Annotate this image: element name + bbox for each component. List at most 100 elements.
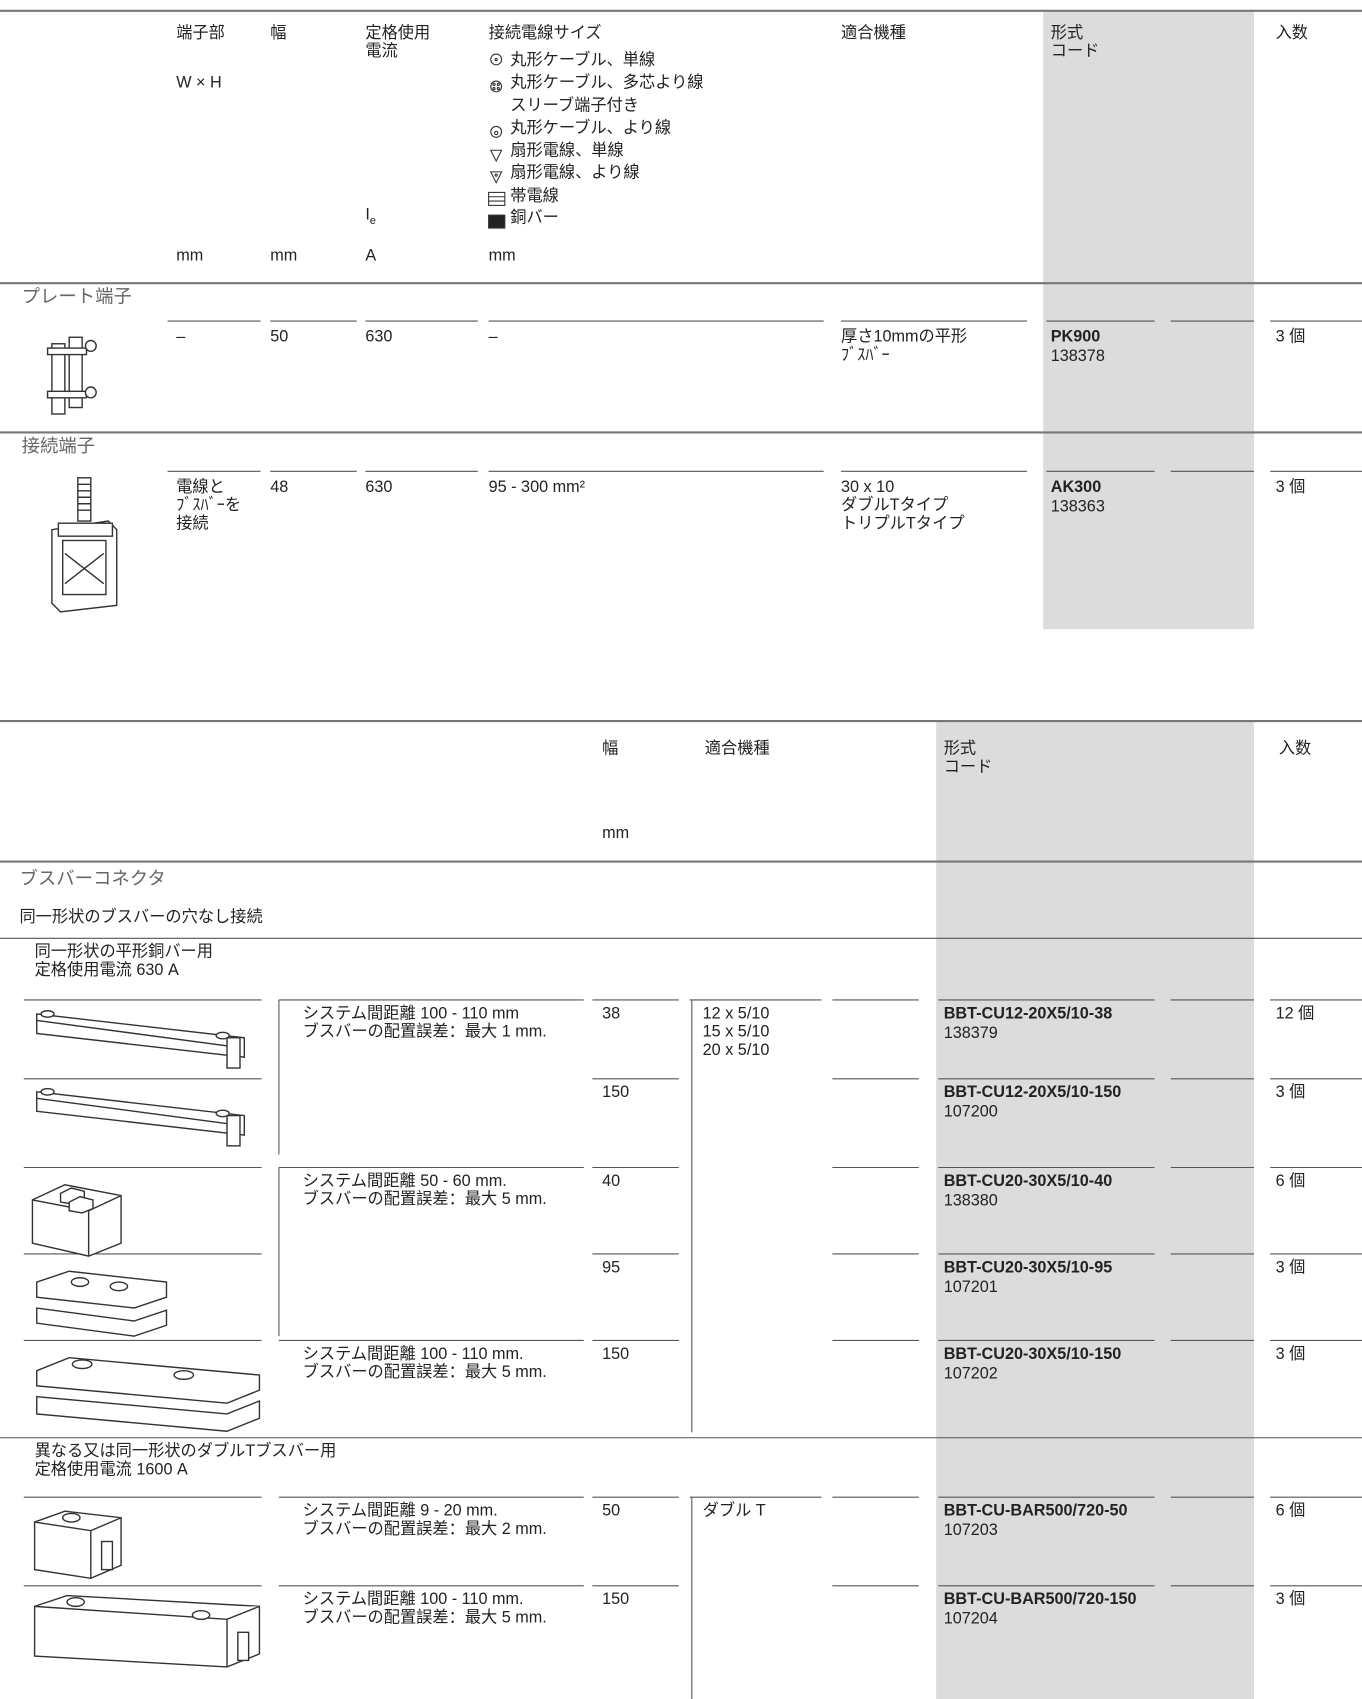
type: BBT-CU-BAR500/720-150 <box>943 1590 1137 1609</box>
group-heading: 同一形状の平形銅バー用 定格使用電流 630 A <box>34 942 213 980</box>
article-code: 107204 <box>943 1609 998 1628</box>
column-header: 接続電線サイズ <box>488 23 602 43</box>
column-header: 幅 <box>602 739 619 758</box>
width: 150 <box>602 1083 630 1102</box>
column-header: 入数 <box>1278 739 1312 758</box>
section-title: 接続端子 <box>21 435 96 457</box>
type: BBT-CU-BAR500/720-50 <box>943 1501 1128 1520</box>
width: 40 <box>602 1171 621 1191</box>
rated-current: 630 <box>365 477 393 497</box>
busbar-connector-150-image <box>36 1087 246 1147</box>
quantity: 3 個 <box>1275 1344 1306 1364</box>
column-unit: A <box>365 246 377 265</box>
compatible-models: 30 x 10 ダブルTタイプ トリプルTタイプ <box>841 477 965 533</box>
busbar-connector-95-image <box>36 1270 168 1337</box>
rated-current-symbol: Ie <box>365 205 376 230</box>
quantity: 3 個 <box>1275 1083 1306 1102</box>
column-header: 形式 コード <box>943 739 993 777</box>
article-code: 138379 <box>943 1023 998 1043</box>
wire-legend-item: 扇形電線、単線 <box>510 141 624 160</box>
column-header: 適合機種 <box>841 23 906 43</box>
article-code: 138378 <box>1050 347 1105 366</box>
article-code: 107203 <box>943 1520 998 1540</box>
wire-legend-item: 丸形ケーブル、より線 <box>510 118 672 138</box>
wire-size: – <box>488 327 498 346</box>
width: 48 <box>270 477 289 497</box>
group-heading: 異なる又は同一形状のダブルTブスバー用 定格使用電流 1600 A <box>34 1442 337 1479</box>
article-code: 138363 <box>1050 497 1105 516</box>
width: 95 <box>602 1258 621 1277</box>
column-unit: mm <box>176 246 204 265</box>
busbar-connector-38-image <box>36 1010 246 1069</box>
quantity: 3 個 <box>1275 477 1306 497</box>
description: システム間距離 50 - 60 mm. ブスバーの配置誤差：最大 5 mm. <box>302 1171 547 1209</box>
rated-current: 630 <box>365 327 393 346</box>
connection-terminal-image <box>51 477 118 613</box>
column-unit: mm <box>488 246 516 265</box>
type: BBT-CU20-30X5/10-150 <box>943 1344 1122 1364</box>
symbol: I <box>365 205 370 224</box>
description: システム間距離 100 - 110 mm. ブスバーの配置誤差：最大 5 mm. <box>302 1590 547 1627</box>
width: 50 <box>270 327 289 346</box>
column-unit: mm <box>602 823 630 843</box>
width: 150 <box>602 1590 630 1609</box>
quantity: 3 個 <box>1275 1258 1306 1277</box>
type: AK300 <box>1050 477 1102 497</box>
busbar-connector-40-image <box>31 1184 122 1257</box>
plate-terminal-image <box>46 336 97 415</box>
double-t-connector-150-image <box>33 1594 261 1668</box>
column-subheader: W × H <box>176 73 222 92</box>
width: 50 <box>602 1501 621 1520</box>
wire-size: 95 - 300 mm² <box>488 477 586 497</box>
quantity: 3 個 <box>1275 327 1306 346</box>
column-header: 定格使用 電流 <box>365 23 431 61</box>
quantity: 12 個 <box>1275 1004 1315 1023</box>
terminal-size: – <box>176 327 186 346</box>
wire-legend-item: 丸形ケーブル、多芯より線 スリーブ端子付き <box>510 73 704 115</box>
type-column-shade <box>1043 10 1254 630</box>
quantity: 3 個 <box>1275 1590 1306 1609</box>
type-column-shade <box>936 721 1254 1699</box>
description: システム間距離 9 - 20 mm. ブスバーの配置誤差：最大 2 mm. <box>302 1501 547 1539</box>
quantity: 6 個 <box>1275 1171 1306 1191</box>
wire-legend-item: 銅バー <box>510 208 559 228</box>
symbol-subscript: e <box>369 215 376 228</box>
compatible-models: 12 x 5/10 15 x 5/10 20 x 5/10 <box>702 1004 770 1060</box>
article-code: 138380 <box>943 1191 998 1210</box>
type: BBT-CU12-20X5/10-38 <box>943 1004 1113 1023</box>
column-header: 形式 コード <box>1050 23 1100 61</box>
column-header: 端子部 <box>176 23 225 43</box>
type: BBT-CU20-30X5/10-95 <box>943 1258 1113 1277</box>
terminal-size: 電線と ﾌﾞｽﾊﾞｰを 接続 <box>176 477 242 533</box>
description: システム間距離 100 - 110 mm. ブスバーの配置誤差：最大 5 mm. <box>302 1344 547 1382</box>
width: 150 <box>602 1344 630 1364</box>
description: システム間距離 100 - 110 mm ブスバーの配置誤差：最大 1 mm. <box>302 1004 547 1042</box>
type: BBT-CU20-30X5/10-40 <box>943 1171 1113 1191</box>
column-header: 幅 <box>270 23 287 43</box>
article-code: 107202 <box>943 1364 998 1383</box>
section-title: プレート端子 <box>21 286 132 308</box>
compatible-models: ダブル T <box>702 1501 766 1520</box>
column-header: 適合機種 <box>704 739 770 758</box>
column-unit: mm <box>270 246 298 265</box>
article-code: 107200 <box>943 1102 998 1121</box>
type: BBT-CU12-20X5/10-150 <box>943 1083 1122 1102</box>
busbar-connector-150b-image <box>36 1357 261 1432</box>
wire-legend-item: 帯電線 <box>510 187 559 206</box>
article-code: 107201 <box>943 1277 998 1297</box>
wire-legend-item: 扇形電線、より線 <box>510 163 640 182</box>
section-title: ブスバーコネクタ <box>19 868 166 889</box>
quantity: 6 個 <box>1275 1501 1306 1520</box>
double-t-connector-50-image <box>33 1510 122 1579</box>
subsection-title: 同一形状のブスバーの穴なし接続 <box>19 908 263 927</box>
wire-legend-item: 丸形ケーブル、単線 <box>510 50 656 70</box>
compatible-models: 厚さ10mmの平形 ﾌﾞｽﾊﾞｰ <box>841 327 968 365</box>
legend-icons <box>488 53 506 229</box>
type: PK900 <box>1050 327 1101 346</box>
column-header: 入数 <box>1275 23 1309 43</box>
